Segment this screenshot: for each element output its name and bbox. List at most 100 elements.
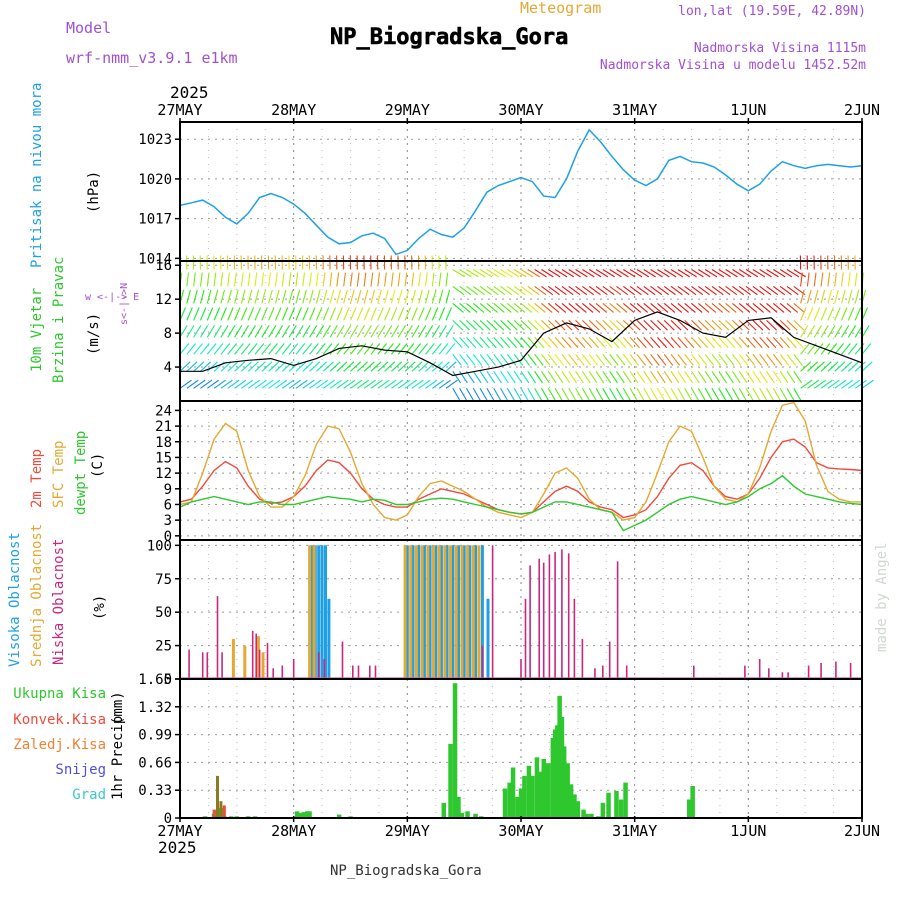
cloud-mid-ylabel: Srednja Oblacnost — [29, 524, 45, 667]
wind-barb — [397, 307, 405, 321]
wind-barb — [793, 353, 803, 366]
wind-barb — [725, 303, 737, 313]
wind-ylabel-2: Brzina i Pravac — [51, 257, 67, 383]
wind-barb — [275, 379, 288, 389]
wind-barb — [227, 272, 230, 287]
wind-barb — [697, 370, 707, 384]
wind-barb — [588, 353, 599, 366]
wind-barb — [227, 307, 234, 321]
wind-barb — [268, 379, 281, 389]
wind-barb — [370, 379, 383, 389]
wind-barb — [820, 272, 824, 287]
wind-barb — [677, 336, 688, 349]
wind-barb — [425, 307, 432, 321]
wind-barb — [459, 370, 468, 384]
wind-barb — [732, 319, 743, 331]
wind-barb — [595, 303, 608, 313]
y-tick-label: 18 — [155, 435, 172, 451]
wind-barb — [397, 272, 401, 287]
wind-barb — [370, 307, 377, 321]
wind-barb — [370, 361, 382, 372]
wind-barb — [650, 269, 663, 278]
wind-barb — [561, 286, 574, 296]
wind-barb — [650, 319, 662, 331]
wind-barb — [581, 336, 593, 349]
wind-barb — [786, 303, 799, 313]
wind-barb — [554, 370, 564, 384]
wind-barb — [411, 289, 417, 304]
wind-barb — [240, 272, 244, 287]
wind-barb — [827, 272, 831, 287]
wind-barb — [186, 289, 191, 304]
wind-barb — [541, 370, 550, 384]
wind-barb — [479, 387, 488, 401]
wind-barb — [670, 336, 681, 349]
wind-barb — [581, 319, 593, 331]
precip-total-bar — [515, 796, 520, 818]
wind-barb — [691, 370, 700, 384]
wind-barb — [513, 319, 525, 331]
pressure-line — [179, 128, 863, 256]
wind-barb — [847, 289, 853, 304]
cloud-mid-bar — [243, 645, 247, 679]
cloud-mid-bar — [308, 545, 312, 679]
wind-barb — [745, 370, 755, 384]
wind-speed-line — [180, 311, 863, 377]
wind-barb — [479, 353, 490, 366]
wind-barb — [616, 336, 627, 349]
year-top: 2025 — [170, 83, 209, 102]
wind-barb — [506, 353, 517, 366]
y-tick-label: 75 — [155, 572, 172, 588]
wind-barb — [786, 387, 795, 401]
cloud-low-bar — [616, 561, 619, 679]
wind-barb — [452, 336, 463, 349]
wind-barb — [732, 303, 744, 313]
wind-barb — [718, 319, 730, 331]
wind-barb — [452, 269, 465, 278]
wind-barb — [738, 269, 752, 278]
wind-barb — [745, 269, 759, 278]
cloud-mid-bar — [409, 545, 413, 679]
cloud-mid-bar — [312, 545, 316, 679]
wind-barb — [568, 269, 581, 278]
wind-barb — [466, 319, 477, 331]
wind-barb — [329, 272, 333, 287]
wind-barb — [827, 379, 840, 389]
wind-barb — [786, 336, 797, 349]
wind-barb — [609, 269, 622, 278]
wind-barb — [357, 379, 370, 389]
wind-barb — [213, 289, 219, 304]
wind-barb — [213, 272, 217, 287]
wind-barb — [561, 370, 571, 384]
wind-barb — [281, 272, 285, 287]
wind-barb — [636, 370, 646, 384]
wind-barb — [752, 387, 761, 401]
wind-barb — [629, 336, 640, 349]
wind-barb — [582, 303, 594, 313]
cloud-low-bar — [524, 598, 527, 679]
wind-barb — [731, 370, 741, 384]
wind-barb — [636, 303, 649, 313]
wind-barb — [425, 379, 438, 389]
wind-barb — [438, 343, 449, 355]
x-tick-label-top: 28MAY — [271, 101, 316, 119]
wind-barb — [275, 325, 284, 338]
wind-barb — [616, 303, 628, 313]
wind-barb — [540, 387, 549, 401]
wind-barb — [527, 303, 539, 313]
wind-barb — [575, 387, 584, 401]
wind-barb — [793, 319, 805, 331]
wind-barb — [220, 307, 227, 321]
wind-barb — [384, 361, 396, 372]
wind-barb — [418, 325, 427, 338]
wind-barb — [486, 303, 498, 313]
wind-barb — [356, 289, 362, 304]
wind-barb — [622, 336, 634, 349]
wind-barb — [199, 325, 209, 338]
precip-total-bar — [541, 759, 546, 818]
wind-barb — [384, 325, 393, 338]
wind-barb — [199, 272, 203, 287]
dewpt-line — [179, 474, 863, 532]
wind-barb — [568, 303, 580, 313]
y-tick-label: 15 — [155, 450, 172, 466]
